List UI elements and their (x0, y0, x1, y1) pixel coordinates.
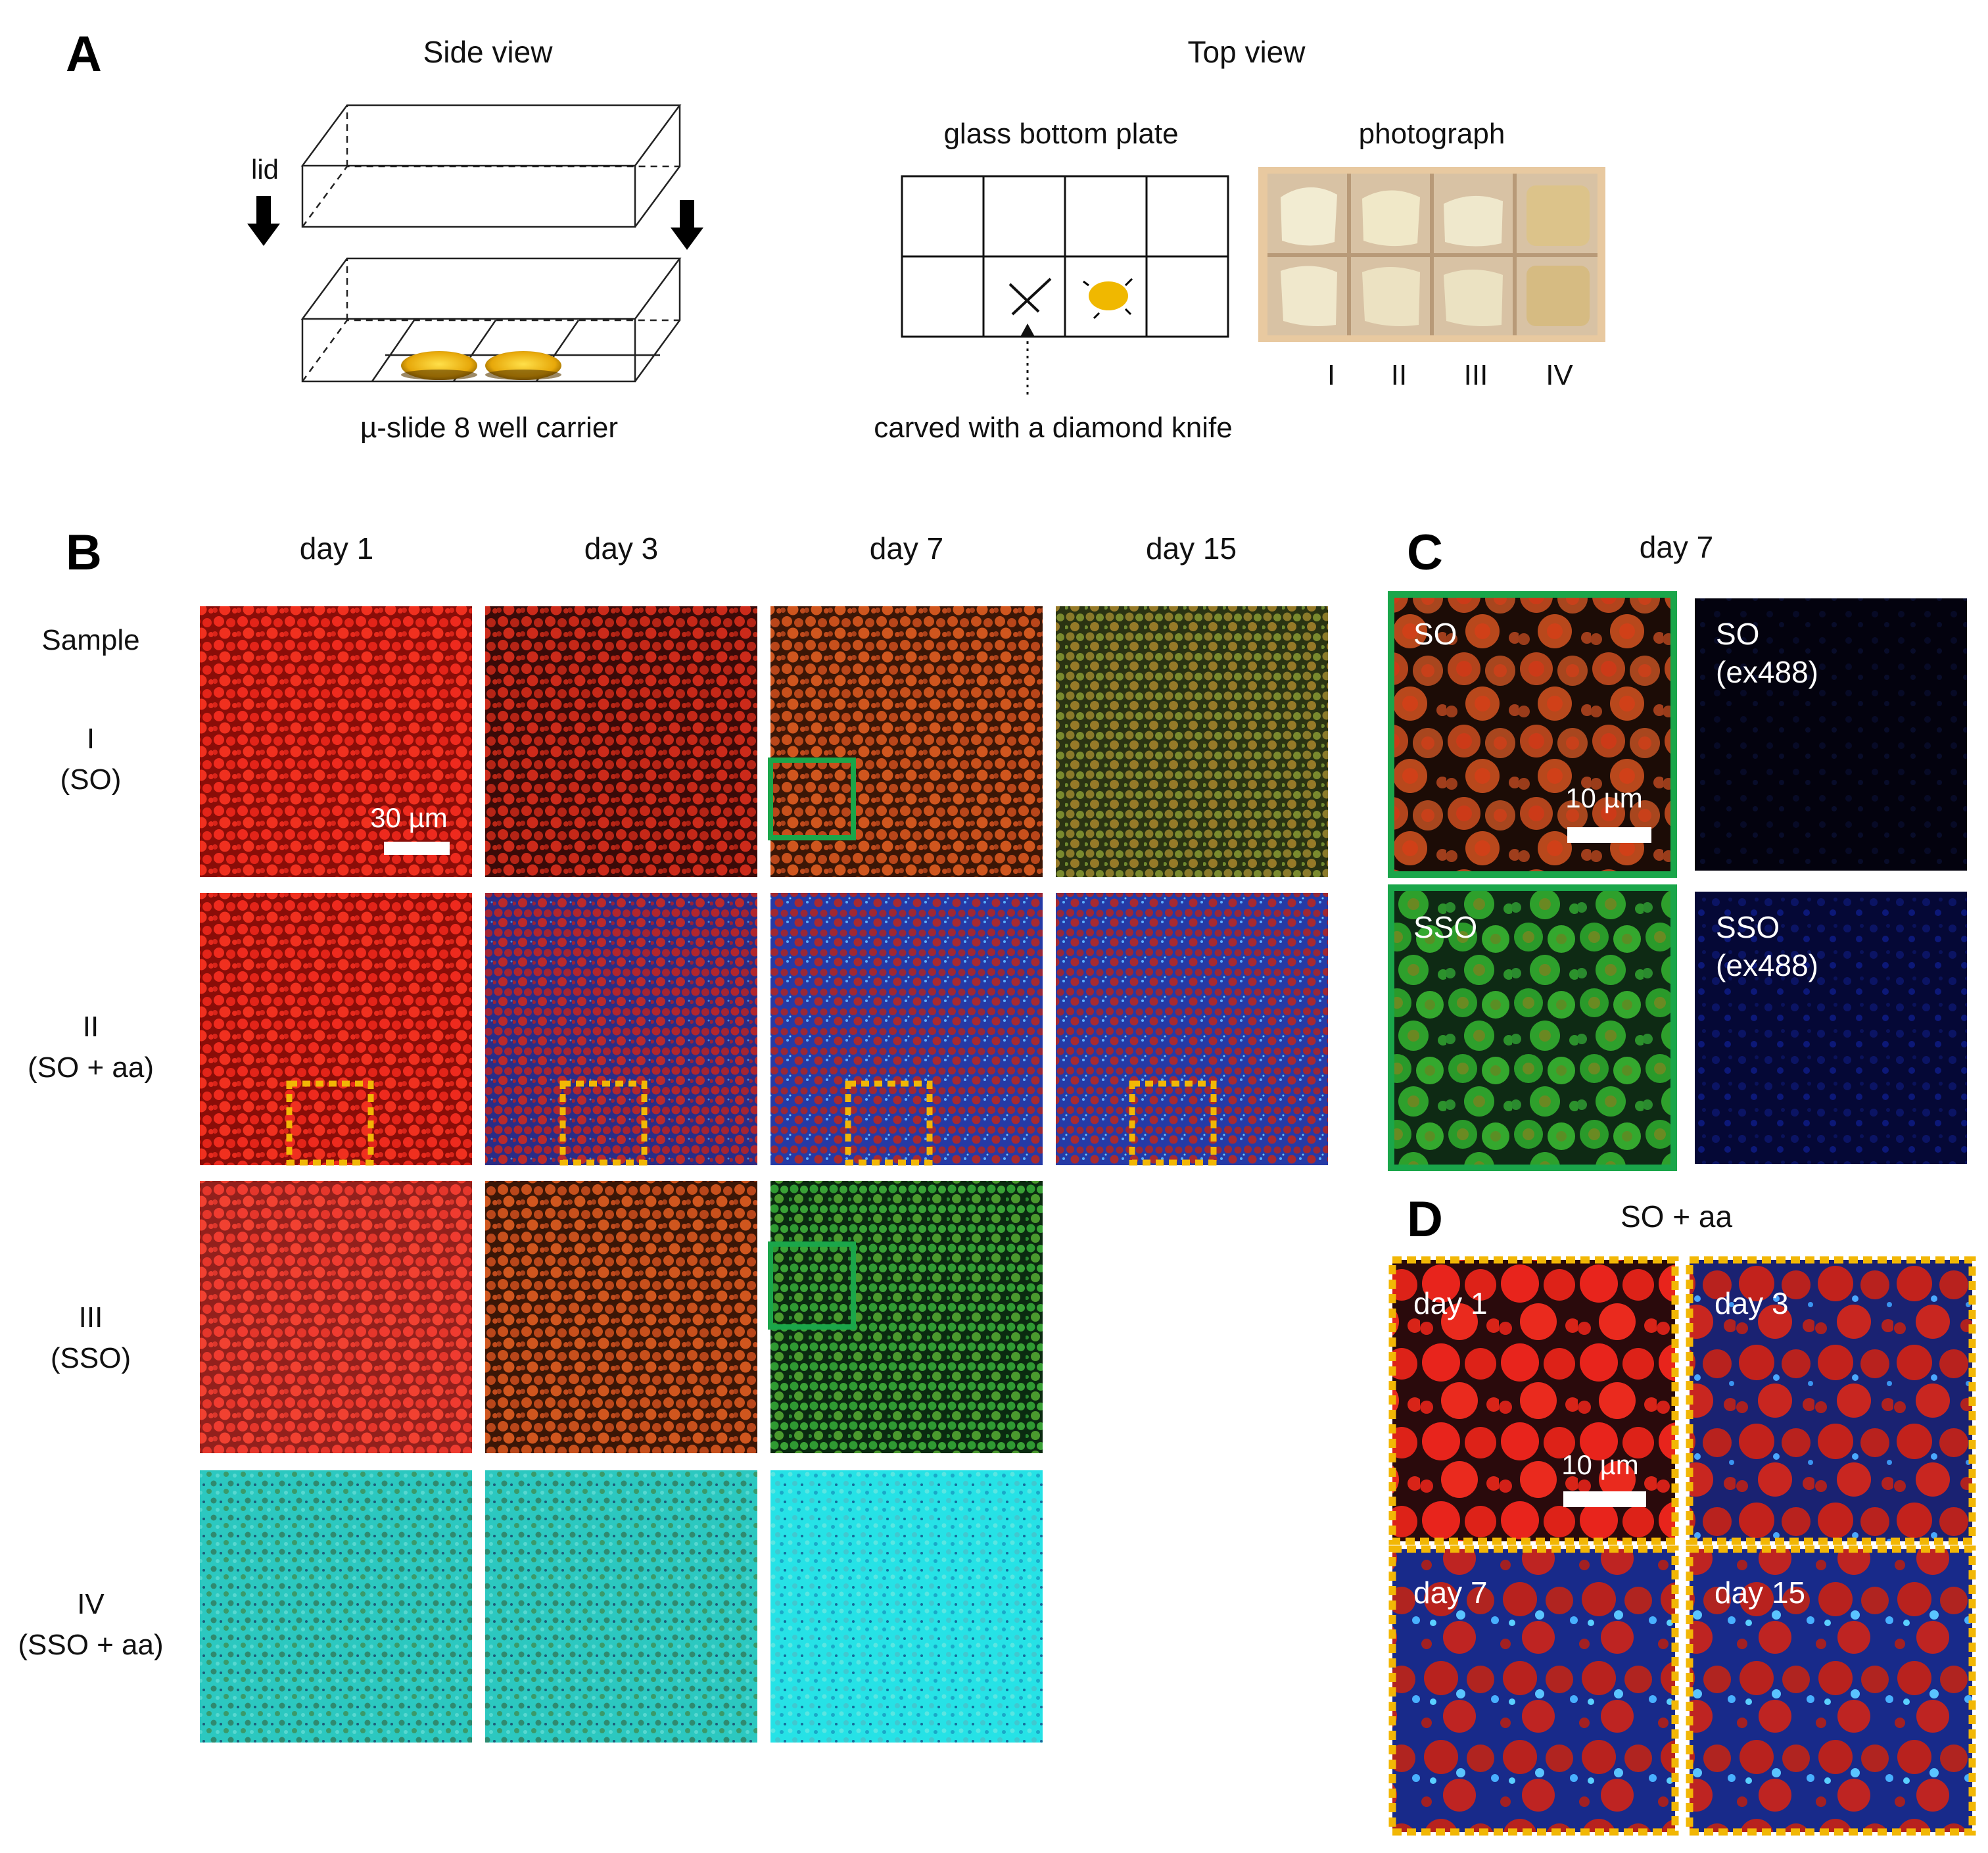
scale-bar-label-b: 30 µm (370, 802, 448, 833)
micrograph-so-day7 (770, 606, 1043, 877)
row-1-numeral: I (87, 723, 95, 755)
plate-grid (901, 175, 1229, 338)
row-3-numeral: III (79, 1301, 103, 1334)
down-arrow-left-icon (247, 196, 280, 246)
sample-droplet-icon (1083, 277, 1133, 320)
micrograph-soaa-day1 (200, 893, 472, 1165)
label-d-day15: day 15 (1715, 1576, 1805, 1610)
micrograph-so-day3 (485, 606, 757, 877)
scale-bar-c (1567, 827, 1651, 843)
carrier-caption: µ-slide 8 well carrier (360, 412, 618, 444)
panel-c-letter: C (1407, 525, 1443, 581)
panel-c-title: day 7 (1640, 530, 1714, 564)
micrograph-soaa-day3 (485, 893, 757, 1165)
micrograph-sso-day7 (770, 1181, 1043, 1453)
zoom-soaa-day7 (1388, 1545, 1679, 1836)
row-4-numeral: IV (77, 1588, 105, 1620)
down-arrow-right-icon (671, 200, 703, 250)
micrograph-so-day15 (1056, 606, 1328, 877)
zoom-box-soaa-day15 (1129, 1080, 1217, 1166)
label-c-so-ex488-1: SO (1716, 617, 1759, 651)
micrograph-ssoaa-day1 (200, 1470, 472, 1743)
panel-b-letter: B (66, 525, 102, 581)
zoom-box-soaa-day7 (845, 1080, 933, 1166)
top-view-title: Top view (1188, 35, 1306, 69)
droplet-left (401, 351, 477, 380)
zoom-box-sso-green (768, 1241, 856, 1330)
scale-bar-label-c: 10 µm (1565, 782, 1643, 813)
label-c-sso-ex488-2: (ex488) (1716, 948, 1818, 982)
photo-sample-1: I (1327, 359, 1335, 391)
label-d-day1: day 1 (1413, 1286, 1488, 1320)
day-header-1: day 1 (300, 531, 374, 566)
zoom-soaa-day3 (1686, 1256, 1976, 1545)
lid-label: lid (251, 154, 279, 185)
label-c-so-ex488-2: (ex488) (1716, 655, 1818, 689)
row-4-name: (SSO + aa) (18, 1629, 163, 1661)
diamond-cut-mark-icon (1008, 277, 1052, 316)
scale-bar-b (384, 842, 450, 855)
panel-d-title: SO + aa (1621, 1199, 1732, 1234)
photo-sample-4: IV (1546, 359, 1573, 391)
side-view-title: Side view (423, 35, 554, 69)
micrograph-sso-day3 (485, 1181, 757, 1453)
micrograph-sso-day1 (200, 1181, 472, 1453)
zoom-so-ex488 (1695, 598, 1967, 871)
zoom-sso-ex488 (1695, 892, 1967, 1164)
scale-bar-label-d: 10 µm (1561, 1449, 1639, 1480)
zoom-box-so-green (768, 758, 856, 840)
photo-sample-2: II (1391, 359, 1407, 391)
photo-sample-3: III (1464, 359, 1488, 391)
row-2-numeral: II (83, 1011, 99, 1043)
day-header-2: day 3 (584, 531, 659, 566)
sample-header: Sample (41, 624, 139, 656)
scale-bar-d (1563, 1491, 1646, 1507)
day-header-3: day 7 (870, 531, 944, 566)
micrograph-ssoaa-day3 (485, 1470, 757, 1743)
lid-box-drawing (300, 104, 682, 228)
knife-caption: carved with a diamond knife (874, 412, 1232, 444)
micrograph-so-day1 (200, 606, 472, 877)
zoom-box-soaa-day3 (559, 1080, 648, 1166)
label-d-day3: day 3 (1715, 1286, 1789, 1320)
droplet-right (485, 351, 561, 380)
plate-title: glass bottom plate (943, 118, 1178, 150)
day-header-4: day 15 (1146, 531, 1237, 566)
zoom-sso-day7 (1388, 884, 1677, 1171)
label-c-so: SO (1413, 617, 1457, 651)
well-plate-photo (1258, 167, 1605, 342)
label-c-sso-ex488-1: SSO (1716, 910, 1780, 944)
row-2-name: (SO + aa) (28, 1051, 154, 1084)
zoom-soaa-day15 (1686, 1545, 1976, 1836)
panel-d-letter: D (1407, 1191, 1443, 1247)
panel-a-letter: A (66, 26, 102, 82)
row-1-name: (SO) (60, 763, 122, 796)
micrograph-ssoaa-day7 (770, 1470, 1043, 1743)
knife-arrow-head-icon (1020, 324, 1035, 337)
row-3-name: (SSO) (51, 1342, 131, 1374)
label-d-day7: day 7 (1413, 1576, 1488, 1610)
micrograph-soaa-day15 (1056, 893, 1328, 1165)
photo-title: photograph (1359, 118, 1505, 150)
micrograph-soaa-day7 (770, 893, 1043, 1165)
label-c-sso: SSO (1413, 910, 1477, 944)
zoom-box-soaa-day1 (286, 1080, 374, 1166)
